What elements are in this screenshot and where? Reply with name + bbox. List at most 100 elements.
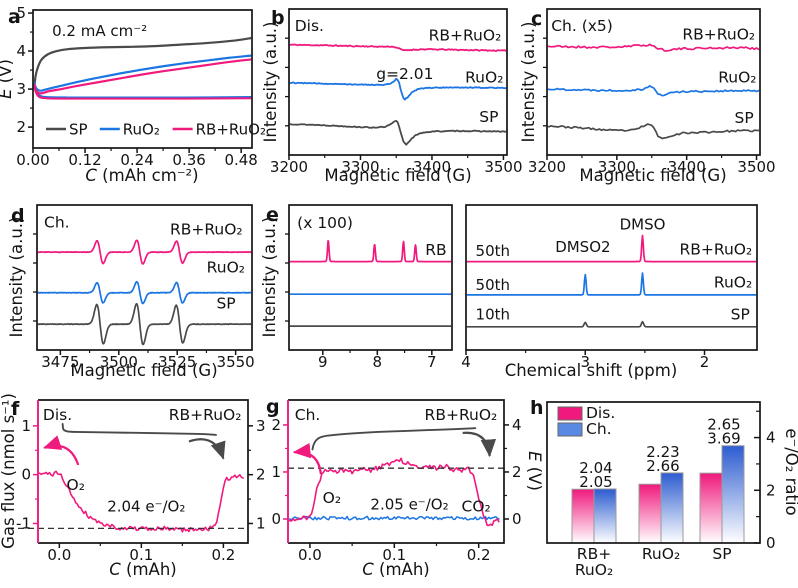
annotation-ruo-: RuO₂ xyxy=(714,274,752,292)
x-tick-label: 0.1 xyxy=(129,546,153,564)
panel-letter-e: e xyxy=(266,204,279,226)
x-tick-label: 0.48 xyxy=(224,151,257,169)
x-tick-label: 8 xyxy=(373,353,383,371)
y-axis-label: Gas flux (nmol s⁻¹) xyxy=(0,393,18,549)
panel-b: 3200 3300 3400 3500 Dis. g=2.01 RB+RuO₂ RuO₂ SP M… xyxy=(261,7,523,185)
trace-RB+RuO2 xyxy=(547,43,760,52)
annotation-ruo-: RuO₂ xyxy=(465,69,503,87)
x-tick-label: 0.2 xyxy=(211,546,235,564)
x-tick-label: 3200 xyxy=(270,158,308,176)
x-tick-label: 3500 xyxy=(737,158,775,176)
x-tick-label: 0.36 xyxy=(172,151,205,169)
trace-RB+RuO2 xyxy=(37,239,252,265)
annotation-g-2-01: g=2.01 xyxy=(376,65,433,83)
panel-h: 2.042.05RB+RuO₂2.232.66RuO₂2.653.69SP024… xyxy=(530,397,798,579)
series-group-b xyxy=(289,43,507,146)
trace-RuO2 xyxy=(547,85,760,97)
annotation-arrow xyxy=(43,435,80,466)
annotation-ch-: Ch. xyxy=(44,213,70,231)
annotation-rb-ruo-: RB+RuO₂ xyxy=(169,406,242,424)
y-tick-label: 0 xyxy=(271,510,281,528)
y-tick-label: 4 xyxy=(16,42,26,60)
x-tick-label: 0.0 xyxy=(298,546,322,564)
annotation-o-: O₂ xyxy=(323,489,341,507)
axes-box xyxy=(288,204,453,351)
x-tick-label: 2 xyxy=(700,353,710,371)
annotation-arrow xyxy=(462,431,497,458)
panel-e2: 4 3 2 DMSO DMSO2 50th 50th 10th RB+RuO₂ RuO₂ SP Che… xyxy=(461,204,758,380)
series-group-d xyxy=(37,239,252,346)
legend-swatch xyxy=(557,406,583,421)
trace-RuO2-charge xyxy=(33,54,252,92)
y-axis-label: E (V) xyxy=(0,59,15,99)
y2-tick-label: 2 xyxy=(256,466,266,484)
annotation-rb: RB xyxy=(425,241,446,259)
series-group-g xyxy=(288,427,500,527)
y2-tick-label: 4 xyxy=(766,429,776,447)
x-tick-label: 3200 xyxy=(528,158,566,176)
panel-a: 0.00 0.12 0.24 0.36 0.48 2 3 4 5 0.2 mA cm⁻² SP RuO… xyxy=(0,4,266,185)
value-label-ch: 2.05 xyxy=(579,473,612,491)
y-tick-label: 0 xyxy=(21,466,31,484)
trace-RB+RuO2 xyxy=(466,234,757,263)
axes-box xyxy=(36,204,253,351)
panel-c: 3200 3300 3400 3500 Ch. (x5) RB+RuO₂ RuO₂ SP Mag… xyxy=(519,8,776,185)
annotation-co-: CO₂ xyxy=(462,497,491,515)
category-label: SP xyxy=(712,545,731,563)
panel-d: 3475 3500 3525 3550 Ch. RB+RuO₂ RuO₂ SP Magnetic… xyxy=(7,204,255,380)
annotation-50th: 50th xyxy=(476,242,510,260)
value-label-dis: 2.04 xyxy=(579,459,612,477)
trace-RuO2 xyxy=(289,77,507,101)
axes-box xyxy=(546,401,761,544)
x-axis-label: Magnetic field (G) xyxy=(70,361,217,380)
y-axis-label: Intensity (a.u.) xyxy=(260,217,279,338)
annotation-50th: 50th xyxy=(476,276,510,294)
annotation-0-2-ma-cm-: 0.2 mA cm⁻² xyxy=(52,22,147,40)
y-axis-label: Intensity (a.u.) xyxy=(519,22,538,143)
trace-CO2-flux xyxy=(288,515,500,521)
value-label-dis: 2.65 xyxy=(707,416,740,434)
y-tick-label: 3 xyxy=(16,80,26,98)
legend-label: Ch. xyxy=(586,420,612,438)
annotation-ruo-: RuO₂ xyxy=(718,69,756,87)
annotation-dmso2: DMSO2 xyxy=(555,238,610,256)
trace-voltage xyxy=(311,427,477,451)
annotation-dis-: Dis. xyxy=(295,17,324,35)
x-tick-label: 3500 xyxy=(100,353,138,371)
y2-tick-label: 0 xyxy=(766,534,776,552)
x-axis-label: Chemical shift (ppm) xyxy=(505,361,678,380)
x-axis-label: C (mAh cm⁻²) xyxy=(85,166,198,185)
x-axis-label: Magnetic field (G) xyxy=(579,166,726,185)
panel-letter-g: g xyxy=(266,396,280,418)
y-axis-label: Intensity (a.u.) xyxy=(7,217,26,338)
y-tick-label: 1 xyxy=(271,463,281,481)
annotation-2-04-e-o-: 2.04 e⁻/O₂ xyxy=(107,497,185,515)
y2-tick-label: 0 xyxy=(512,510,522,528)
category-label: RB+ xyxy=(577,545,611,563)
y2-tick-label: 4 xyxy=(512,416,522,434)
annotation-10th: 10th xyxy=(476,306,510,324)
panel-letter-b: b xyxy=(271,7,285,29)
trace-voltage xyxy=(61,422,217,436)
series-group-e2 xyxy=(466,234,757,328)
x-tick-label: 3500 xyxy=(484,158,522,176)
bar-dis-0 xyxy=(571,488,595,544)
trace-O2-flux xyxy=(38,470,244,533)
trace-RB+RuO2-charge xyxy=(33,58,252,95)
trace-RB+RuO2-discharge xyxy=(33,86,252,100)
x-tick-label: 0.00 xyxy=(16,151,49,169)
series-group-c xyxy=(547,43,760,140)
x-tick-label: 3400 xyxy=(413,158,451,176)
annotation-rb-ruo-: RB+RuO₂ xyxy=(429,26,502,44)
bar-dis-2 xyxy=(699,472,723,544)
annotation-ruo-: RuO₂ xyxy=(207,258,245,276)
x-tick-label: 3 xyxy=(580,353,590,371)
annotation--x-100-: (x 100) xyxy=(297,214,353,232)
x-tick-label: 3300 xyxy=(598,158,636,176)
trace-SP-charge xyxy=(33,37,252,90)
category-label: RuO₂ xyxy=(642,545,680,563)
y2-tick-label: 2 xyxy=(512,463,522,481)
bar-ch-0 xyxy=(593,488,617,544)
